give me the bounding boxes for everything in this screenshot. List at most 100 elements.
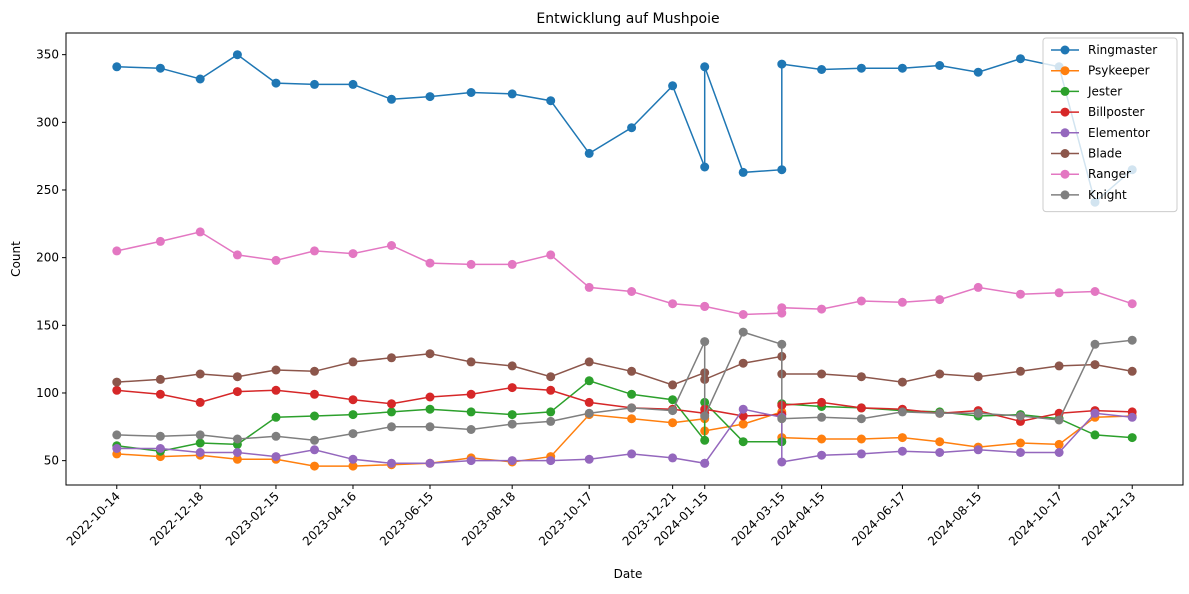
data-point xyxy=(232,454,242,464)
data-point xyxy=(1016,54,1025,64)
data-point xyxy=(627,414,637,424)
data-point xyxy=(546,385,556,395)
data-point xyxy=(1090,408,1100,418)
x-tick-label: 2022-10-14 xyxy=(64,489,123,548)
data-point xyxy=(584,357,594,367)
legend-box xyxy=(1042,37,1178,213)
data-point xyxy=(973,372,983,382)
y-tick-label: 50 xyxy=(44,454,59,468)
data-point xyxy=(155,389,165,399)
legend-marker xyxy=(1060,107,1070,117)
data-point xyxy=(232,434,242,444)
data-point xyxy=(507,419,517,429)
data-point xyxy=(546,96,556,106)
data-point xyxy=(232,387,242,397)
data-point xyxy=(310,445,319,455)
series-line xyxy=(116,231,1133,316)
plot-area xyxy=(65,32,1184,486)
data-point xyxy=(310,389,319,399)
data-point xyxy=(348,410,358,420)
data-point xyxy=(856,63,866,73)
data-point xyxy=(507,361,517,371)
y-tick-label: 150 xyxy=(36,318,59,332)
data-point xyxy=(232,250,242,260)
series-billposter xyxy=(112,383,1137,426)
data-point xyxy=(668,418,678,428)
data-point xyxy=(738,419,748,429)
x-tick-label: 2024-10-17 xyxy=(1006,489,1065,548)
data-point xyxy=(973,67,983,77)
data-point xyxy=(232,372,242,382)
data-point xyxy=(546,407,556,417)
data-point xyxy=(584,376,594,386)
data-point xyxy=(584,397,594,407)
data-point xyxy=(466,407,476,417)
data-point xyxy=(112,385,122,395)
data-point xyxy=(1090,339,1100,349)
data-point xyxy=(700,411,710,421)
data-point xyxy=(310,366,319,376)
data-point xyxy=(1016,411,1025,421)
data-point xyxy=(466,357,476,367)
data-point xyxy=(425,392,435,402)
data-point xyxy=(425,92,435,102)
data-point xyxy=(1054,415,1064,425)
data-point xyxy=(777,165,787,175)
data-point xyxy=(817,369,827,379)
legend-marker xyxy=(1060,66,1070,76)
data-point xyxy=(466,456,476,466)
x-axis-label: Date xyxy=(614,567,643,581)
data-point xyxy=(935,408,945,418)
data-point xyxy=(112,246,122,256)
data-point xyxy=(856,414,866,424)
data-point xyxy=(1016,289,1025,299)
data-point xyxy=(935,369,945,379)
data-point xyxy=(856,434,866,444)
data-point xyxy=(700,435,710,445)
legend-label: Psykeeper xyxy=(1088,64,1150,78)
data-point xyxy=(668,453,678,463)
data-point xyxy=(1090,360,1100,370)
series-jester xyxy=(112,376,1137,456)
data-point xyxy=(466,259,476,269)
data-point xyxy=(627,449,637,459)
data-point xyxy=(507,456,517,466)
data-point xyxy=(425,349,435,359)
data-point xyxy=(310,435,319,445)
data-point xyxy=(1127,412,1137,422)
legend-marker xyxy=(1060,190,1070,200)
data-point xyxy=(817,304,827,314)
x-tick-label: 2023-02-15 xyxy=(223,489,282,548)
legend-item-psykeeper: Psykeeper xyxy=(1051,64,1150,78)
series-line xyxy=(116,53,1133,204)
data-point xyxy=(627,287,637,296)
data-point xyxy=(700,62,710,72)
x-tick-label: 2024-12-13 xyxy=(1079,489,1138,548)
data-point xyxy=(1127,366,1137,376)
data-point xyxy=(897,446,907,456)
legend-item-knight: Knight xyxy=(1051,188,1127,202)
data-point xyxy=(348,79,358,89)
data-point xyxy=(112,430,122,440)
data-point xyxy=(195,397,205,407)
data-point xyxy=(466,88,476,97)
data-point xyxy=(425,258,435,268)
data-point xyxy=(387,241,396,250)
data-point xyxy=(271,255,281,265)
data-point xyxy=(935,448,945,457)
data-point xyxy=(584,282,594,292)
data-point xyxy=(348,454,358,464)
series-blade xyxy=(112,349,1137,390)
data-point xyxy=(232,50,242,60)
legend-label: Ringmaster xyxy=(1088,43,1157,57)
legend-label: Knight xyxy=(1088,188,1127,202)
y-axis: 50 100 150 200 250 300 350 xyxy=(36,48,66,468)
data-point xyxy=(1054,448,1064,457)
data-point xyxy=(1054,361,1064,371)
data-point xyxy=(425,458,435,468)
legend-item-elementor: Elementor xyxy=(1051,126,1150,140)
data-point xyxy=(155,236,165,246)
data-point xyxy=(507,410,517,420)
data-point xyxy=(627,389,637,399)
data-point xyxy=(155,431,165,441)
